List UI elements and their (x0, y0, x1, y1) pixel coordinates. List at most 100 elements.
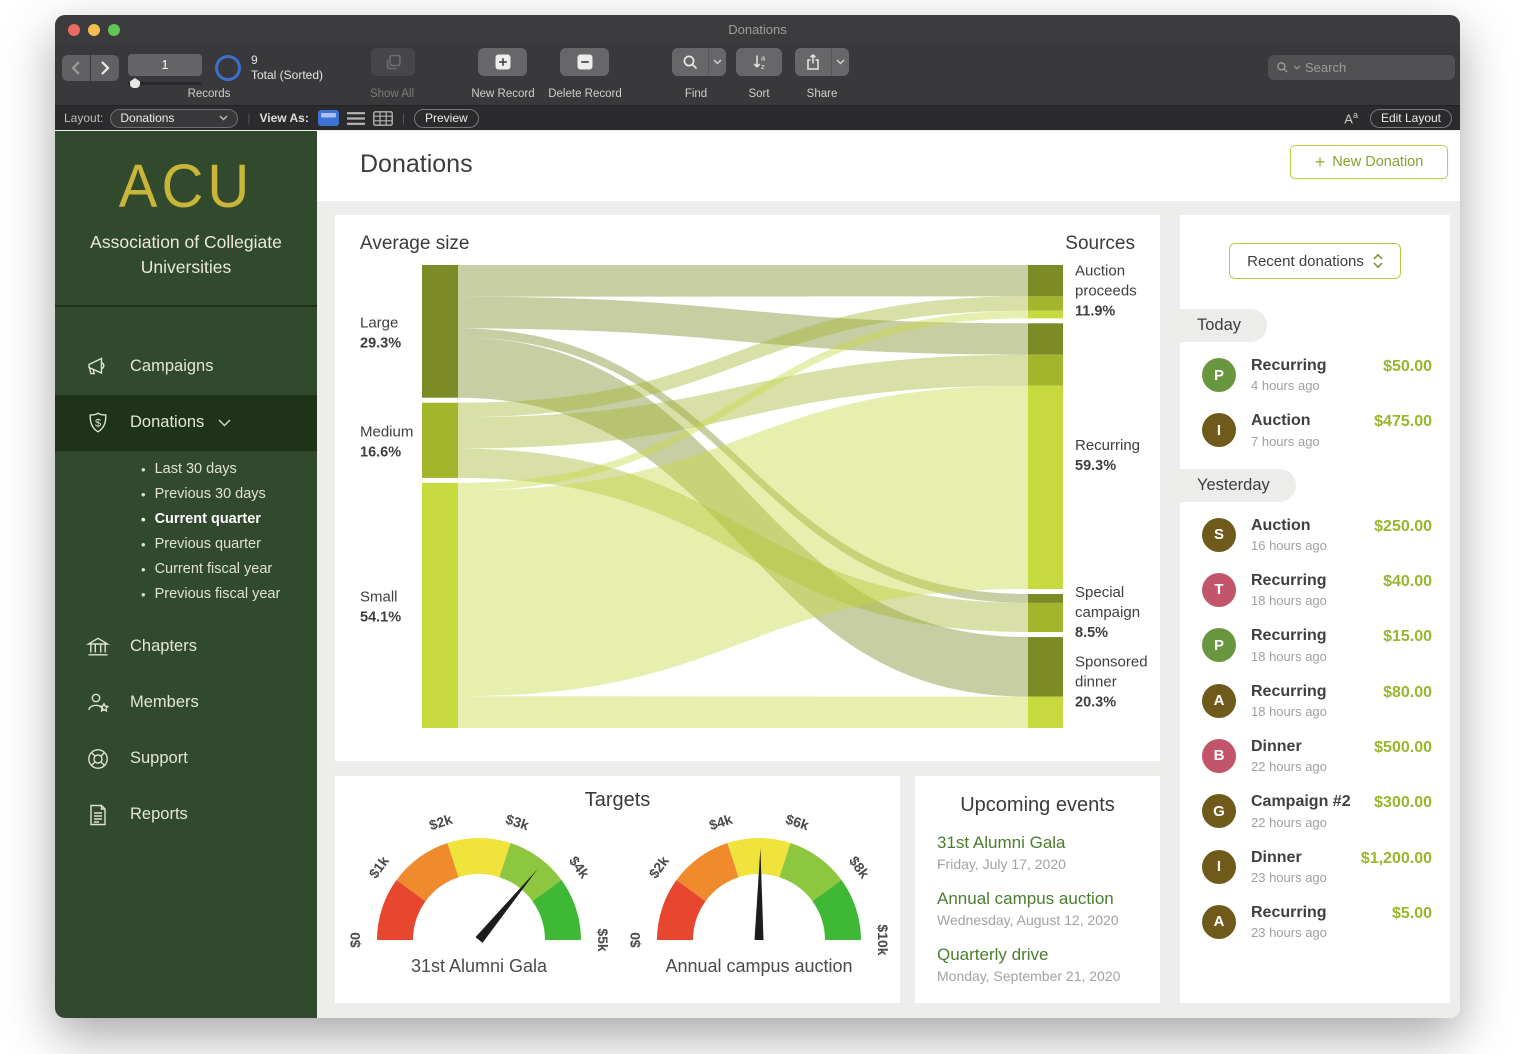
sidebar-subitem-previous-30-days[interactable]: • Previous 30 days (141, 486, 266, 503)
donation-type: Dinner (1251, 737, 1302, 755)
share-button[interactable] (795, 48, 849, 76)
layout-popup[interactable]: Donations (110, 108, 239, 128)
formatting-bar-toggle[interactable]: Aa (1344, 109, 1358, 127)
new-record-button[interactable] (478, 48, 527, 76)
main-area: Donations + New Donation Large 29.3% Mediu… (317, 131, 1460, 1018)
record-slider[interactable] (128, 78, 202, 88)
minimize-window-button[interactable] (88, 24, 100, 36)
donation-type: Dinner (1251, 848, 1302, 866)
search-input[interactable] (1305, 60, 1435, 75)
sidebar-item-campaigns[interactable]: Campaigns (55, 339, 317, 395)
event-name[interactable]: 31st Alumni Gala (937, 833, 1066, 852)
donation-row[interactable]: I Dinner 23 hours ago $1,200.00 (1180, 840, 1450, 895)
sidebar-item-support[interactable]: Support (55, 731, 317, 787)
layers-icon (386, 54, 401, 70)
current-record-field[interactable]: 1 (128, 54, 202, 76)
title-bar: Donations (55, 15, 1460, 45)
close-window-button[interactable] (68, 24, 80, 36)
donation-amount: $1,200.00 (1360, 849, 1432, 867)
page-title: Donations (360, 150, 473, 178)
record-slider-thumb[interactable] (130, 78, 140, 88)
svg-text:z: z (761, 62, 765, 71)
donation-row[interactable]: G Campaign #2 22 hours ago $300.00 (1180, 784, 1450, 839)
gauge-needle (475, 869, 538, 943)
next-record-button[interactable] (91, 55, 119, 81)
donation-amount: $15.00 (1383, 628, 1432, 646)
donor-avatar: P (1202, 358, 1236, 392)
table-view-icon[interactable] (372, 110, 393, 126)
record-count-label: Total (Sorted) (251, 68, 324, 82)
form-view-icon[interactable] (317, 110, 339, 126)
donation-row[interactable]: P Recurring 4 hours ago $50.00 (1180, 348, 1450, 403)
sidebar-item-donations[interactable]: $ Donations (55, 394, 317, 451)
shield-dollar-icon: $ (85, 410, 111, 436)
targets-title: Targets (584, 789, 651, 811)
svg-text:$: $ (95, 417, 101, 429)
preview-button[interactable]: Preview (413, 108, 479, 128)
recent-donations-selector[interactable]: Recent donations (1229, 243, 1401, 279)
svg-text:Small: Small (360, 588, 398, 605)
share-dropdown-arrow[interactable] (832, 59, 849, 65)
donor-avatar: A (1202, 683, 1236, 718)
svg-text:$0: $0 (347, 932, 363, 948)
sidebar-subitem-last-30-days[interactable]: • Last 30 days (141, 461, 237, 478)
target-gauges: $0 $1k $2k $3k $4k $5k 31st Alumni Gala $0 $2k $4… (335, 811, 900, 987)
event-name[interactable]: Quarterly drive (937, 945, 1049, 964)
donation-row[interactable]: B Dinner 22 hours ago $500.00 (1180, 729, 1450, 784)
sidebar-item-chapters[interactable]: Chapters (55, 619, 317, 675)
donation-row[interactable]: A Recurring 23 hours ago $5.00 (1180, 895, 1450, 950)
zoom-window-button[interactable] (108, 24, 120, 36)
donation-row[interactable]: S Auction 16 hours ago $250.00 (1180, 508, 1450, 563)
donation-row[interactable]: I Auction 7 hours ago $475.00 (1180, 403, 1450, 458)
edit-layout-button[interactable]: Edit Layout (1369, 108, 1452, 128)
sidebar-item-reports[interactable]: Reports (55, 787, 317, 843)
delete-record-button[interactable] (560, 48, 609, 76)
day-group-label: Today (1180, 309, 1268, 342)
svg-text:$6k: $6k (784, 812, 811, 833)
find-dropdown-arrow[interactable] (709, 59, 726, 65)
show-all-label: Show All (369, 88, 415, 100)
donor-avatar: T (1202, 572, 1236, 607)
donation-amount: $5.00 (1391, 904, 1432, 922)
show-all-button[interactable] (371, 48, 415, 76)
event-item: Quarterly drive Monday, September 21, 202… (937, 945, 1138, 984)
new-donation-button[interactable]: + New Donation (1290, 145, 1448, 179)
search-scope-arrow (1293, 65, 1301, 70)
search-field[interactable] (1268, 55, 1455, 80)
sidebar-subitem-current-fiscal-year[interactable]: • Current fiscal year (141, 561, 273, 578)
svg-text:$5k: $5k (595, 928, 611, 952)
donation-time: 22 hours ago (1251, 814, 1327, 830)
find-button[interactable] (672, 48, 726, 76)
sidebar-subitem-previous-fiscal-year[interactable]: • Previous fiscal year (141, 586, 281, 603)
gauge-chart: $0 $2k $4k $6k $8k $10k Annual campus auction (627, 811, 891, 976)
plus-icon (495, 54, 510, 70)
donor-avatar: I (1202, 849, 1236, 884)
list-view-icon[interactable] (346, 111, 366, 126)
svg-text:8.5%: 8.5% (1075, 625, 1108, 641)
upcoming-events-card: Upcoming events 31st Alumni Gala Friday, … (915, 776, 1160, 1003)
donation-time: 7 hours ago (1251, 433, 1320, 449)
svg-text:59.3%: 59.3% (1075, 458, 1116, 474)
sidebar-subitem-current-quarter[interactable]: • Current quarter (141, 511, 261, 528)
layout-bar: Layout: Donations | View As: | Preview A… (55, 105, 1460, 130)
sidebar-item-members[interactable]: Members (55, 675, 317, 731)
donation-row[interactable]: T Recurring 18 hours ago $40.00 (1180, 563, 1450, 618)
sort-az-icon: az (753, 54, 766, 71)
svg-text:$8k: $8k (846, 853, 873, 881)
svg-text:Special: Special (1075, 584, 1124, 601)
donation-time: 18 hours ago (1251, 704, 1327, 720)
svg-text:proceeds: proceeds (1075, 283, 1137, 300)
donation-type: Recurring (1251, 627, 1327, 645)
report-icon (85, 802, 111, 828)
previous-record-button[interactable] (62, 55, 90, 81)
donation-row[interactable]: A Recurring 18 hours ago $80.00 (1180, 674, 1450, 729)
svg-text:29.3%: 29.3% (360, 335, 401, 351)
donation-row[interactable]: P Recurring 18 hours ago $15.00 (1180, 618, 1450, 673)
found-set-ring-icon (215, 55, 241, 81)
donation-sankey-chart: Large 29.3% Medium 16.6% Small 54.1% Auction pr… (335, 215, 1160, 766)
event-name[interactable]: Annual campus auction (937, 889, 1114, 908)
svg-text:54.1%: 54.1% (360, 609, 401, 625)
search-icon (1277, 62, 1288, 73)
sidebar-subitem-previous-quarter[interactable]: • Previous quarter (141, 536, 261, 553)
